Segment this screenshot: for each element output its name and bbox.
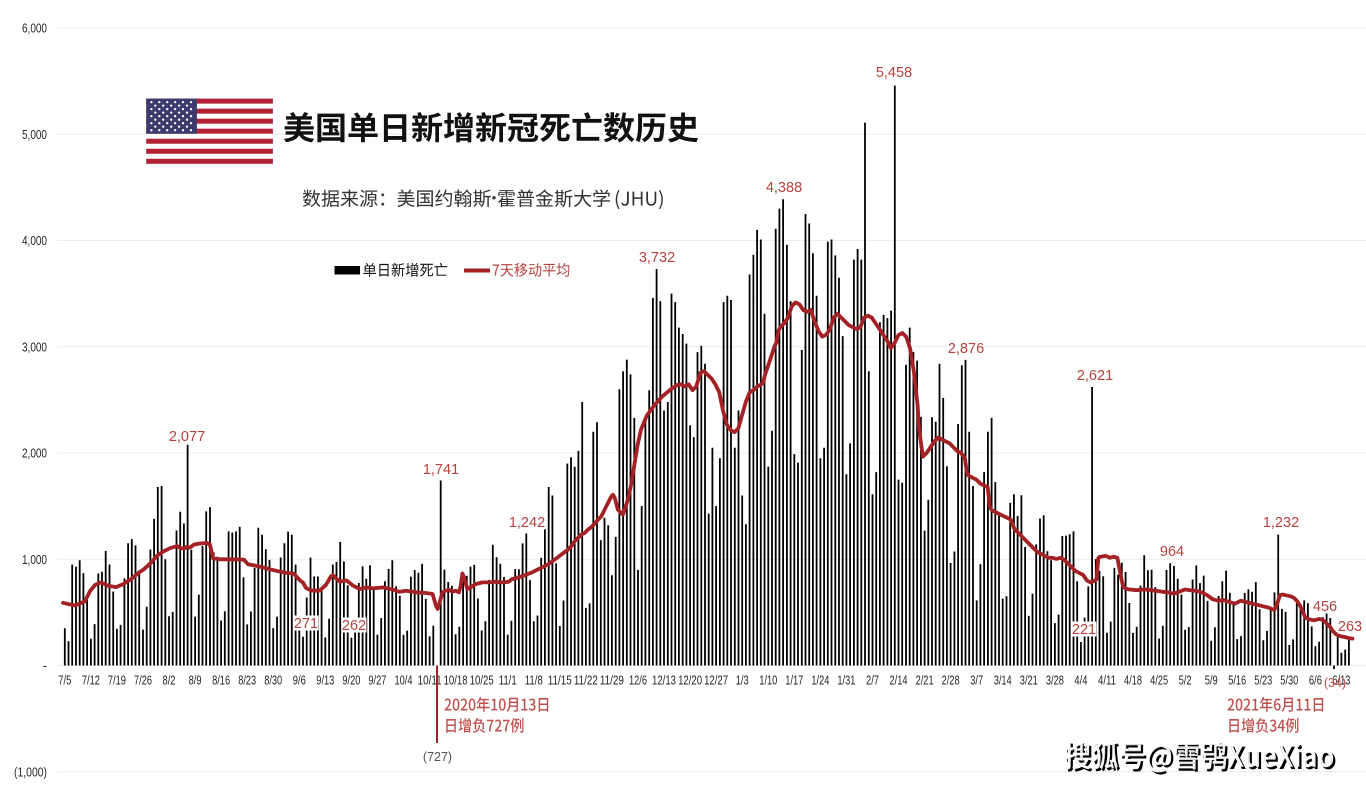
svg-text:12/20: 12/20	[678, 673, 702, 688]
svg-text:6,000: 6,000	[22, 21, 47, 36]
svg-text:9/13: 9/13	[316, 673, 334, 688]
svg-text:1,242: 1,242	[509, 515, 545, 531]
svg-text:12/27: 12/27	[704, 673, 728, 688]
svg-text:1,232: 1,232	[1263, 515, 1299, 531]
svg-text:4/25: 4/25	[1150, 673, 1168, 688]
svg-text:5,458: 5,458	[876, 65, 912, 81]
svg-text:2/14: 2/14	[890, 673, 908, 688]
svg-text:8/16: 8/16	[212, 673, 230, 688]
svg-text:12/13: 12/13	[652, 673, 676, 688]
svg-text:8/9: 8/9	[189, 673, 202, 688]
svg-text:-: -	[43, 658, 47, 673]
svg-text:964: 964	[1160, 544, 1184, 560]
svg-text:5/16: 5/16	[1228, 673, 1246, 688]
svg-text:5/9: 5/9	[1205, 673, 1218, 688]
svg-text:2,876: 2,876	[948, 341, 984, 357]
svg-text:10/11: 10/11	[418, 673, 442, 688]
svg-text:2,077: 2,077	[169, 429, 205, 445]
svg-text:7/12: 7/12	[82, 673, 100, 688]
svg-text:2/7: 2/7	[866, 673, 879, 688]
svg-text:3,732: 3,732	[639, 250, 675, 266]
svg-text:456: 456	[1313, 599, 1337, 615]
svg-text:7/19: 7/19	[108, 673, 126, 688]
svg-text:10/4: 10/4	[395, 673, 413, 688]
svg-text:3,000: 3,000	[22, 339, 47, 354]
svg-text:7/26: 7/26	[134, 673, 152, 688]
svg-text:10/25: 10/25	[470, 673, 494, 688]
svg-text:221: 221	[1072, 622, 1096, 638]
svg-text:1,000: 1,000	[22, 552, 47, 567]
svg-text:2/21: 2/21	[916, 673, 934, 688]
svg-text:4/11: 4/11	[1098, 673, 1116, 688]
svg-text:9/27: 9/27	[368, 673, 386, 688]
svg-text:(1,000): (1,000)	[14, 764, 47, 779]
svg-text:10/18: 10/18	[444, 673, 468, 688]
svg-text:12/6: 12/6	[629, 673, 647, 688]
svg-text:5/23: 5/23	[1254, 673, 1272, 688]
svg-text:3/21: 3/21	[1020, 673, 1038, 688]
svg-text:11/15: 11/15	[548, 673, 572, 688]
svg-text:271: 271	[294, 616, 318, 632]
svg-text:6/6: 6/6	[1309, 673, 1322, 688]
svg-text:1/24: 1/24	[811, 673, 829, 688]
svg-text:2,621: 2,621	[1077, 368, 1113, 384]
svg-text:7/5: 7/5	[58, 673, 71, 688]
svg-text:11/1: 11/1	[499, 673, 517, 688]
svg-text:8/2: 8/2	[163, 673, 176, 688]
svg-text:1/3: 1/3	[736, 673, 749, 688]
svg-text:4,000: 4,000	[22, 233, 47, 248]
svg-text:11/22: 11/22	[574, 673, 598, 688]
svg-text:5,000: 5,000	[22, 127, 47, 142]
svg-text:5/30: 5/30	[1280, 673, 1298, 688]
svg-text:1/31: 1/31	[837, 673, 855, 688]
svg-text:11/8: 11/8	[525, 673, 543, 688]
svg-text:(727): (727)	[423, 750, 452, 764]
svg-text:5/2: 5/2	[1179, 673, 1192, 688]
svg-text:4,388: 4,388	[766, 180, 802, 196]
svg-text:1,741: 1,741	[423, 462, 459, 478]
svg-text:6/13: 6/13	[1332, 673, 1350, 688]
svg-text:8/23: 8/23	[238, 673, 256, 688]
svg-text:1/17: 1/17	[785, 673, 803, 688]
svg-text:3/28: 3/28	[1046, 673, 1064, 688]
svg-text:8/30: 8/30	[264, 673, 282, 688]
svg-text:1/10: 1/10	[759, 673, 777, 688]
svg-text:3/14: 3/14	[994, 673, 1012, 688]
svg-text:(34): (34)	[1324, 676, 1346, 690]
svg-text:262: 262	[342, 618, 366, 634]
svg-text:4/4: 4/4	[1074, 673, 1087, 688]
svg-text:2,000: 2,000	[22, 446, 47, 461]
svg-text:9/6: 9/6	[293, 673, 306, 688]
svg-text:4/18: 4/18	[1124, 673, 1142, 688]
svg-text:11/29: 11/29	[600, 673, 624, 688]
svg-text:263: 263	[1338, 619, 1362, 635]
svg-text:2/28: 2/28	[942, 673, 960, 688]
svg-text:9/20: 9/20	[342, 673, 360, 688]
svg-text:3/7: 3/7	[970, 673, 983, 688]
